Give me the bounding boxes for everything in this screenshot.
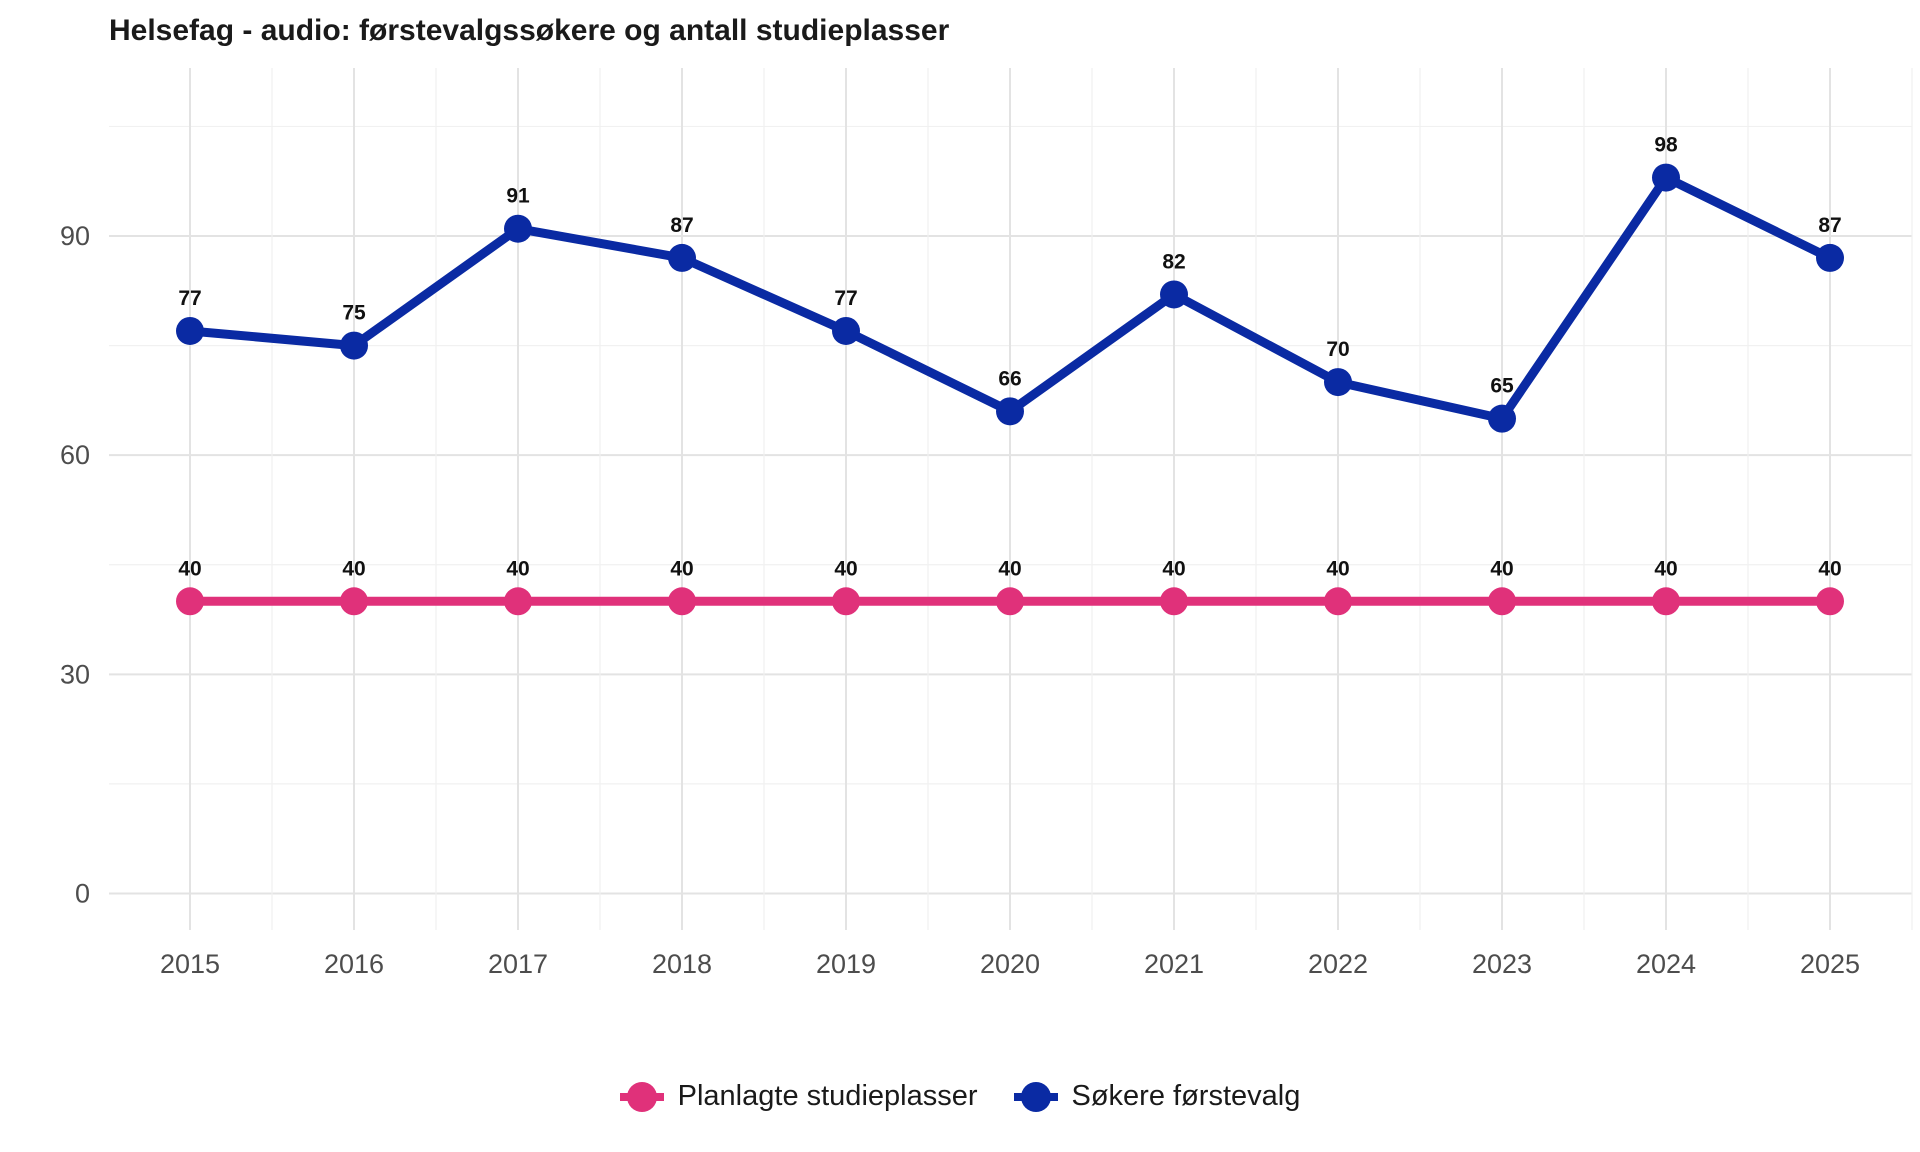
data-point <box>504 214 532 243</box>
data-point <box>1324 587 1352 616</box>
data-label: 87 <box>1818 214 1841 237</box>
data-label: 40 <box>1818 557 1841 580</box>
data-label: 77 <box>178 287 201 310</box>
data-labels: 40 40 40 40 40 40 40 40 40 40 40 77 75 91 87 77 66 82 70 65… <box>178 134 1841 581</box>
x-tick-label: 2016 <box>324 949 384 979</box>
x-tick-label: 2022 <box>1308 949 1368 979</box>
x-tick-label: 2015 <box>160 949 220 979</box>
y-tick-label: 90 <box>60 221 90 251</box>
x-tick-label: 2025 <box>1800 949 1860 979</box>
x-tick-label: 2020 <box>980 949 1040 979</box>
data-point <box>1652 587 1680 616</box>
data-point <box>1160 280 1188 309</box>
x-tick-label: 2024 <box>1636 949 1696 979</box>
data-label: 77 <box>834 287 857 310</box>
data-label: 40 <box>1490 557 1513 580</box>
y-axis: 0 30 60 90 <box>60 221 90 908</box>
legend-key-planned <box>619 1081 664 1112</box>
x-tick-label: 2023 <box>1472 949 1532 979</box>
data-point <box>668 587 696 616</box>
x-tick-label: 2018 <box>652 949 712 979</box>
y-tick-label: 0 <box>75 878 90 908</box>
data-point <box>504 587 532 616</box>
data-label: 91 <box>506 185 530 208</box>
data-point <box>668 243 696 272</box>
x-tick-label: 2019 <box>816 949 876 979</box>
data-point <box>832 316 860 345</box>
data-point <box>176 316 204 345</box>
data-point <box>1488 587 1516 616</box>
x-tick-label: 2017 <box>488 949 548 979</box>
data-point <box>1816 243 1844 272</box>
chart-title: Helsefag - audio: førstevalgssøkere og a… <box>109 14 950 47</box>
data-label: 70 <box>1326 338 1349 361</box>
legend: Planlagte studieplasser Søkere førsteval… <box>0 1080 1920 1113</box>
data-label: 40 <box>1162 557 1185 580</box>
x-tick-label: 2021 <box>1144 949 1204 979</box>
data-label: 75 <box>342 302 366 325</box>
data-point <box>1816 587 1844 616</box>
data-point <box>1488 404 1516 433</box>
legend-item-planned: Planlagte studieplasser <box>619 1080 978 1113</box>
data-point <box>176 587 204 616</box>
legend-label-planned: Planlagte studieplasser <box>677 1080 978 1112</box>
data-point <box>996 587 1024 616</box>
y-tick-label: 30 <box>60 659 90 689</box>
data-label: 40 <box>342 557 365 580</box>
data-label: 65 <box>1490 375 1514 398</box>
legend-item-applicants: Søkere førstevalg <box>1013 1080 1301 1113</box>
data-point <box>1652 163 1680 192</box>
legend-label-applicants: Søkere førstevalg <box>1071 1080 1301 1112</box>
data-label: 66 <box>998 367 1021 390</box>
data-label: 82 <box>1162 250 1185 273</box>
data-label: 40 <box>670 557 693 580</box>
data-point <box>340 331 368 360</box>
data-point <box>1324 368 1352 397</box>
data-label: 40 <box>1654 557 1677 580</box>
data-label: 40 <box>998 557 1021 580</box>
x-axis: 2015 2016 2017 2018 2019 2020 2021 2022 2023 2024… <box>160 949 1860 979</box>
data-label: 40 <box>506 557 529 580</box>
data-label: 87 <box>670 214 693 237</box>
data-point <box>832 587 860 616</box>
data-point <box>340 587 368 616</box>
data-label: 40 <box>1326 557 1349 580</box>
y-tick-label: 60 <box>60 440 90 470</box>
data-point <box>996 397 1024 426</box>
grid-lines <box>109 68 1913 930</box>
data-label: 40 <box>178 557 201 580</box>
data-label: 40 <box>834 557 857 580</box>
data-label: 98 <box>1654 134 1678 157</box>
legend-key-applicants <box>1013 1081 1058 1112</box>
series-layer <box>176 163 1844 616</box>
data-point <box>1160 587 1188 616</box>
